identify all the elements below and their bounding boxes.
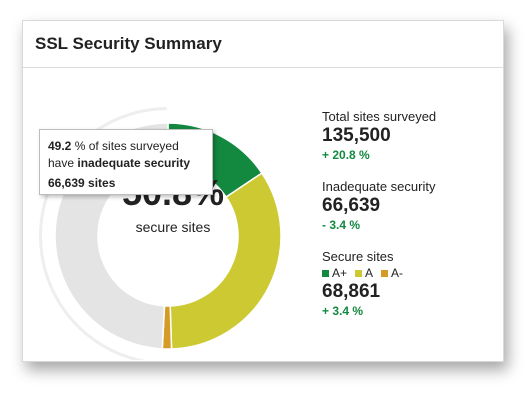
tooltip-percent: 49.2 [48,139,72,153]
tooltip-line-1: 49.2 % of sites surveyed [48,138,204,155]
card-header: SSL Security Summary [23,21,503,68]
tooltip-text-bold: inadequate security [77,156,191,170]
stat-secure-value: 68,861 [322,281,381,302]
donut-chart[interactable] [23,68,313,365]
grade-legend: A+ A A- [322,266,497,280]
stat-inadequate-change: - 3.4 % [322,218,361,232]
tooltip-count: 66,639 sites [48,176,116,190]
legend-label-a-plus: A+ [332,266,348,280]
stat-total: Total sites surveyed 135,500 + 20.8 % [322,109,497,163]
tooltip-text-pre: have [48,156,78,170]
donut-segment-a[interactable] [169,172,282,350]
legend-item-a-minus[interactable]: A- [381,266,403,280]
legend-swatch-a [355,269,363,277]
stat-total-label: Total sites surveyed [322,109,437,124]
stat-secure-label: Secure sites [322,249,394,264]
stat-inadequate-value: 66,639 [322,195,381,216]
chart-tooltip: 49.2 % of sites surveyed have inadequate… [39,129,213,195]
ssl-summary-card: SSL Security Summary 50.8% secure sites … [22,20,504,365]
legend-label-a-minus: A- [391,266,404,280]
legend-label-a: A [365,266,374,280]
legend-item-a[interactable]: A [355,266,373,280]
stat-total-change: + 20.8 % [322,148,370,162]
stat-secure: Secure sites A+ A A- 68,861 + 3.4 % [322,249,497,319]
stat-inadequate-label: Inadequate security [322,179,436,194]
legend-item-a-plus[interactable]: A+ [322,266,347,280]
legend-swatch-a-minus [381,269,389,277]
donut-chart-area: 50.8% secure sites 49.2 % of sites surve… [23,68,313,365]
stat-secure-change: + 3.4 % [322,304,364,318]
tooltip-line-2: have inadequate security [48,155,204,172]
tooltip-text-mid: % of sites surveyed [71,139,179,153]
stat-total-value: 135,500 [322,125,391,146]
card-title: SSL Security Summary [35,34,222,53]
legend-swatch-a-plus [322,269,329,277]
stat-inadequate: Inadequate security 66,639 - 3.4 % [322,179,497,233]
secure-label: secure sites [135,219,211,235]
stats-panel: Total sites surveyed 135,500 + 20.8 % In… [322,109,497,335]
